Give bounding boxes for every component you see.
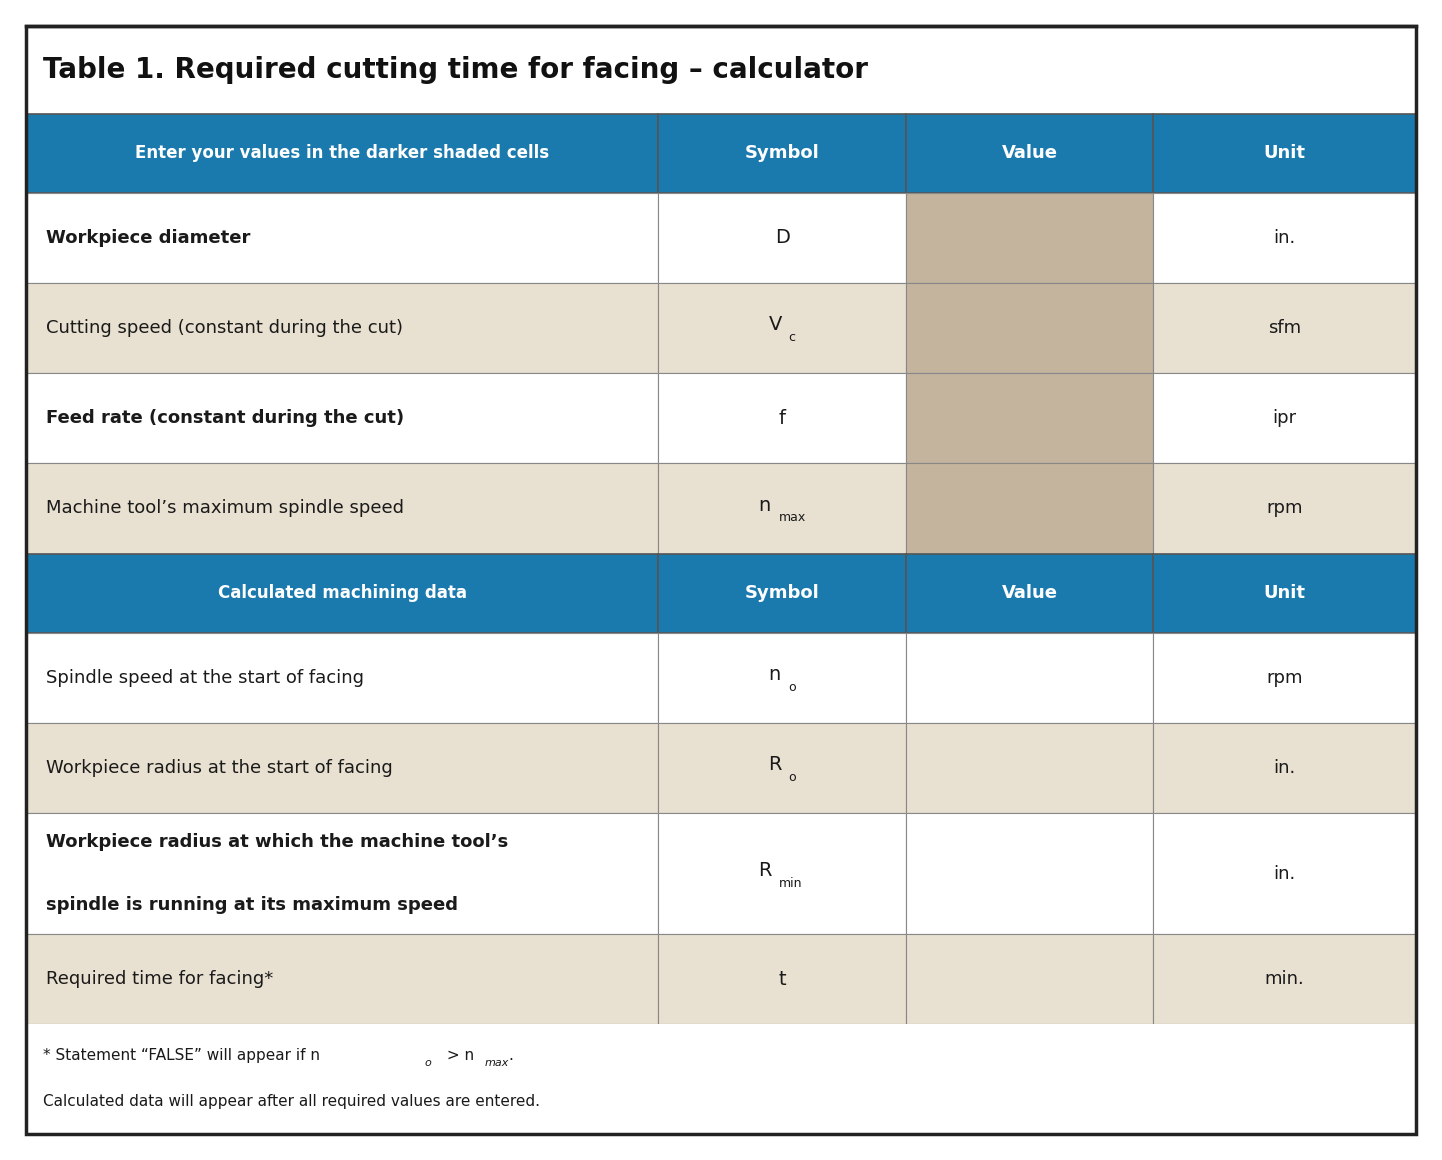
Text: .: . [508, 1047, 513, 1063]
Text: Feed rate (constant during the cut): Feed rate (constant during the cut) [46, 409, 404, 427]
Text: o: o [425, 1058, 431, 1068]
Bar [26, 633, 659, 723]
Text: R: R [758, 861, 771, 879]
Bar [659, 553, 906, 633]
Bar [659, 283, 906, 374]
Bar [26, 26, 1416, 114]
Bar [659, 934, 906, 1024]
Bar [26, 553, 659, 633]
Text: spindle is running at its maximum speed: spindle is running at its maximum speed [46, 897, 459, 914]
Bar [26, 193, 659, 283]
Text: n: n [769, 665, 780, 684]
Bar [26, 283, 659, 374]
Text: > n: > n [443, 1047, 474, 1063]
Text: Unit: Unit [1263, 585, 1305, 602]
Text: max: max [485, 1058, 509, 1068]
Text: Table 1. Required cutting time for facing – calculator: Table 1. Required cutting time for facin… [43, 56, 868, 84]
Bar [659, 374, 906, 463]
Bar [659, 114, 906, 193]
Text: max: max [779, 512, 806, 524]
Text: V: V [769, 316, 782, 334]
Text: c: c [789, 331, 796, 343]
Text: * Statement “FALSE” will appear if n: * Statement “FALSE” will appear if n [43, 1047, 320, 1063]
Bar [906, 813, 1154, 934]
Bar [1154, 934, 1416, 1024]
Text: Symbol: Symbol [744, 144, 819, 162]
Text: t: t [779, 970, 786, 988]
Text: o: o [789, 771, 796, 784]
Bar [906, 374, 1154, 463]
Bar [1154, 283, 1416, 374]
Text: in.: in. [1273, 864, 1296, 883]
Text: Calculated machining data: Calculated machining data [218, 585, 467, 602]
Text: in.: in. [1273, 229, 1296, 247]
Text: Required time for facing*: Required time for facing* [46, 971, 274, 988]
Bar [659, 813, 906, 934]
Bar [1154, 723, 1416, 813]
Text: Machine tool’s maximum spindle speed: Machine tool’s maximum spindle speed [46, 500, 404, 517]
Bar [906, 114, 1154, 193]
Bar [906, 193, 1154, 283]
Bar [659, 723, 906, 813]
Text: rpm: rpm [1266, 669, 1304, 687]
Bar [1154, 193, 1416, 283]
Text: Workpiece radius at which the machine tool’s: Workpiece radius at which the machine to… [46, 833, 509, 851]
Text: rpm: rpm [1266, 500, 1304, 517]
Bar [906, 723, 1154, 813]
Text: f: f [779, 408, 786, 428]
Bar [906, 463, 1154, 553]
Bar [659, 463, 906, 553]
Text: Workpiece radius at the start of facing: Workpiece radius at the start of facing [46, 759, 392, 777]
Bar [26, 813, 659, 934]
Text: R: R [769, 755, 782, 774]
Text: Calculated data will appear after all required values are entered.: Calculated data will appear after all re… [43, 1094, 541, 1109]
Bar [26, 723, 659, 813]
Bar [26, 374, 659, 463]
Text: Workpiece diameter: Workpiece diameter [46, 229, 251, 247]
Bar [659, 193, 906, 283]
Text: Unit: Unit [1263, 144, 1305, 162]
Text: sfm: sfm [1268, 319, 1301, 338]
Bar [659, 633, 906, 723]
Bar [906, 283, 1154, 374]
Bar [1154, 114, 1416, 193]
Text: ipr: ipr [1273, 409, 1296, 427]
Bar [1154, 463, 1416, 553]
Bar [26, 463, 659, 553]
Text: in.: in. [1273, 759, 1296, 777]
Bar [1154, 813, 1416, 934]
Bar [1154, 553, 1416, 633]
Text: D: D [774, 229, 790, 247]
Text: o: o [789, 681, 796, 694]
Text: Value: Value [1002, 144, 1057, 162]
Bar [906, 934, 1154, 1024]
Bar [26, 114, 659, 193]
Text: n: n [758, 495, 770, 515]
Bar [26, 1024, 1416, 1134]
Text: min: min [779, 877, 802, 890]
Text: Cutting speed (constant during the cut): Cutting speed (constant during the cut) [46, 319, 404, 338]
Bar [906, 553, 1154, 633]
Bar [1154, 633, 1416, 723]
Text: Enter your values in the darker shaded cells: Enter your values in the darker shaded c… [136, 144, 549, 162]
Text: Value: Value [1002, 585, 1057, 602]
Bar [1154, 374, 1416, 463]
Bar [906, 633, 1154, 723]
Bar [26, 934, 659, 1024]
Text: Symbol: Symbol [744, 585, 819, 602]
Text: min.: min. [1265, 971, 1305, 988]
Text: Spindle speed at the start of facing: Spindle speed at the start of facing [46, 669, 365, 687]
